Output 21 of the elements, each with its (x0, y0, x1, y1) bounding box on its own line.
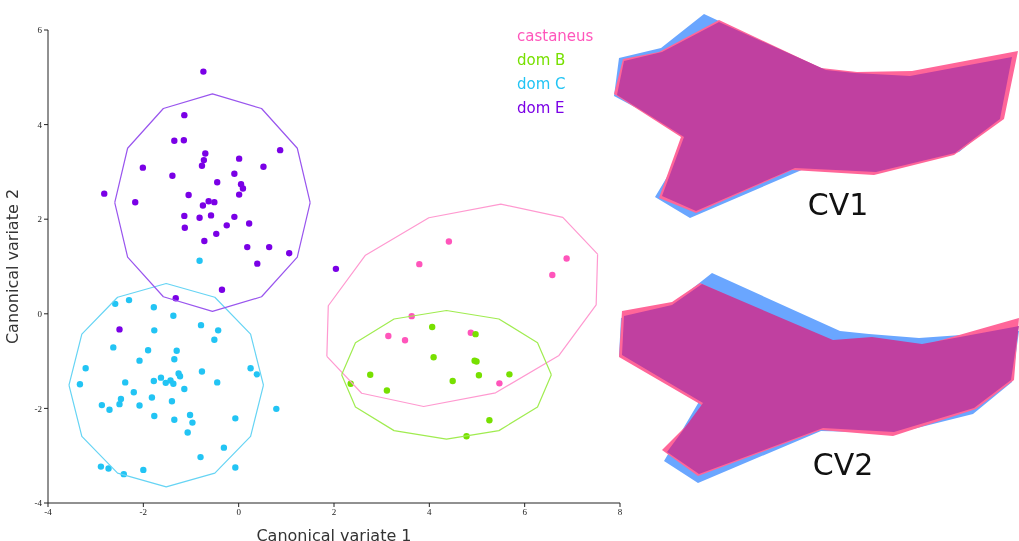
x-tick-label: 6 (522, 507, 528, 518)
text: dom B (517, 50, 567, 71)
text: dom C (517, 74, 567, 95)
x-tick-label: -2 (139, 507, 148, 518)
text: CV2 (812, 447, 874, 482)
y-tick-label: 2 (37, 214, 42, 225)
x-tick-label: 4 (427, 507, 433, 518)
x-tick-label: 8 (617, 507, 623, 518)
y-tick-label: -2 (34, 403, 42, 414)
y-tick-label: 0 (37, 308, 43, 319)
y-tick-label: -4 (34, 498, 43, 509)
text: castaneus (517, 26, 594, 47)
y-axis-title: Canonical variate 2 (3, 188, 22, 345)
text: dom E (517, 98, 566, 119)
x-axis-title: Canonical variate 1 (256, 526, 412, 541)
x-tick-label: 0 (236, 507, 242, 518)
y-tick-label: 6 (37, 25, 43, 36)
x-tick-label: -4 (44, 507, 53, 518)
y-tick-label: 4 (37, 119, 43, 130)
x-tick-label: 2 (331, 507, 337, 518)
text: CV1 (807, 187, 869, 222)
